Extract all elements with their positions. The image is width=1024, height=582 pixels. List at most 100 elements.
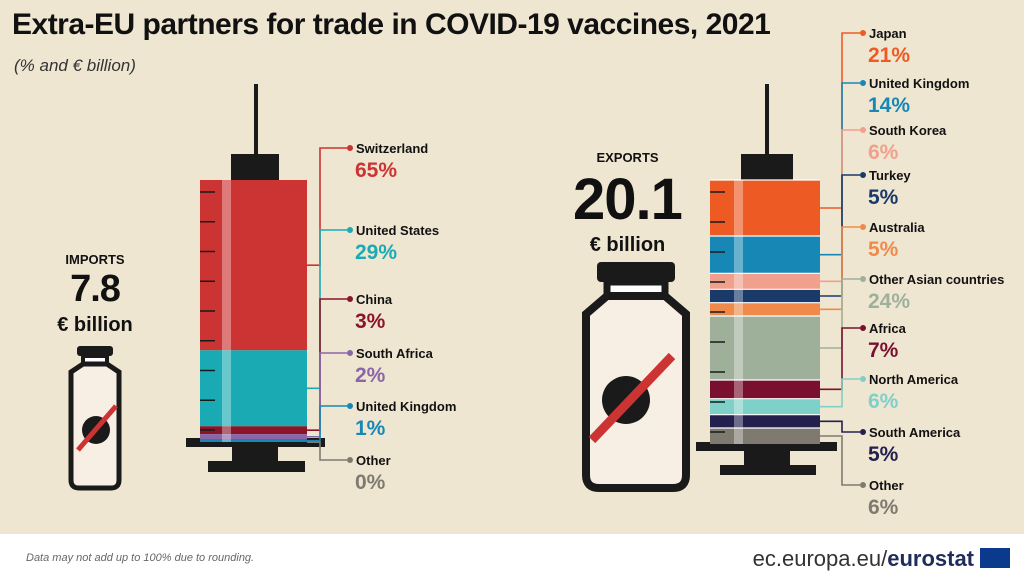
leader-south-africa [307, 352, 347, 438]
category-label-south-korea: South Korea [869, 123, 947, 138]
leader-dot [860, 30, 866, 36]
leader-dot [860, 276, 866, 282]
bar-south-africa [200, 434, 307, 440]
vial-virus-icon [68, 346, 122, 491]
category-label-africa: Africa [869, 321, 907, 336]
leader-dot [347, 145, 353, 151]
eu-flag-icon [980, 548, 1010, 568]
leader-dot [347, 350, 353, 356]
category-label-china: China [356, 292, 393, 307]
brand-prefix: ec.europa.eu/ [752, 546, 888, 571]
leader-africa [820, 327, 860, 391]
brand-link[interactable]: ec.europa.eu/eurostat [753, 546, 974, 572]
bar-south-korea [710, 273, 820, 290]
syringe-ticks [200, 191, 215, 431]
footnote: Data may not add up to 100% due to round… [26, 552, 255, 564]
data-label-other: 6% [868, 496, 899, 519]
leader-australia [820, 226, 860, 311]
category-label-south-america: South America [869, 425, 961, 440]
exports-unit: € billion [589, 234, 666, 256]
vial-virus-icon [582, 262, 690, 492]
data-label-united-states: 29% [355, 241, 397, 264]
imports-total: 7.8 [70, 268, 121, 310]
data-label-other: 0% [355, 471, 386, 494]
leader-switzerland [307, 147, 347, 266]
chart-subtitle: (% and € billion) [14, 56, 136, 75]
syringe-highlight [222, 180, 231, 442]
data-label-south-africa: 2% [355, 364, 386, 387]
leader-dot [860, 224, 866, 230]
category-label-japan: Japan [869, 26, 907, 41]
exports-total: 20.1 [573, 167, 683, 232]
leader-japan [820, 32, 860, 209]
data-label-china: 3% [355, 310, 386, 333]
exports-label: EXPORTS [596, 150, 659, 165]
bar-switzerland [200, 180, 307, 351]
category-label-switzerland: Switzerland [356, 141, 428, 156]
syringe-icon [186, 84, 325, 472]
leader-united-kingdom [820, 82, 860, 256]
leader-dot [860, 325, 866, 331]
leader-dot [860, 429, 866, 435]
category-label-south-africa: South Africa [356, 346, 434, 361]
data-label-australia: 5% [868, 238, 899, 261]
leader-dot [860, 127, 866, 133]
category-label-australia: Australia [869, 220, 925, 235]
bar-australia [710, 302, 820, 316]
imports-label: IMPORTS [65, 252, 125, 267]
data-label-japan: 21% [868, 44, 910, 67]
data-label-north-america: 6% [868, 390, 899, 413]
bar-japan [710, 180, 820, 236]
data-label-united-kingdom: 1% [355, 417, 386, 440]
footer [0, 534, 1024, 582]
bar-united-kingdom [200, 439, 307, 442]
leader-other [307, 441, 347, 461]
category-label-united-kingdom: United Kingdom [869, 76, 969, 91]
data-label-turkey: 5% [868, 186, 899, 209]
category-label-other: Other [356, 453, 391, 468]
syringe-icon [696, 84, 837, 475]
data-label-south-korea: 6% [868, 141, 899, 164]
bar-china [200, 426, 307, 435]
leader-other-asian-countries [820, 278, 860, 349]
category-label-north-america: North America [869, 372, 959, 387]
brand-name: eurostat [887, 546, 974, 571]
data-label-africa: 7% [868, 339, 899, 362]
data-label-other-asian-countries: 24% [868, 290, 910, 313]
leader-turkey [820, 174, 860, 297]
leader-dot [860, 482, 866, 488]
imports-unit: € billion [57, 314, 133, 336]
leader-united-kingdom [307, 405, 347, 442]
category-label-united-states: United States [356, 223, 439, 238]
chart-svg: Switzerland 65% United States 29% China 3% Sou… [68, 26, 1004, 519]
bar-north-america [710, 398, 820, 415]
bar-united-kingdom [710, 236, 820, 274]
bar-united-states [200, 350, 307, 427]
data-label-switzerland: 65% [355, 159, 397, 182]
category-label-turkey: Turkey [869, 168, 911, 183]
leader-other [820, 435, 860, 486]
category-label-united-kingdom: United Kingdom [356, 399, 456, 414]
leader-united-states [307, 229, 347, 390]
leader-dot [860, 80, 866, 86]
bar-south-america [710, 414, 820, 428]
leader-dot [347, 296, 353, 302]
category-label-other: Other [869, 478, 904, 493]
syringe-highlight [734, 180, 743, 444]
leader-dot [347, 403, 353, 409]
leader-south-korea [820, 129, 860, 283]
bar-africa [710, 380, 820, 399]
syringe-ticks [710, 191, 725, 433]
bar-turkey [710, 289, 820, 303]
leader-dot [860, 376, 866, 382]
chart-title: Extra-EU partners for trade in COVID-19 … [12, 8, 771, 41]
category-label-other-asian-countries: Other Asian countries [869, 272, 1004, 287]
leader-dot [860, 172, 866, 178]
leader-dot [347, 227, 353, 233]
leader-south-america [820, 420, 860, 433]
leader-north-america [820, 378, 860, 408]
leader-dot [347, 457, 353, 463]
data-label-united-kingdom: 14% [868, 94, 910, 117]
bar-other-asian-countries [710, 316, 820, 380]
